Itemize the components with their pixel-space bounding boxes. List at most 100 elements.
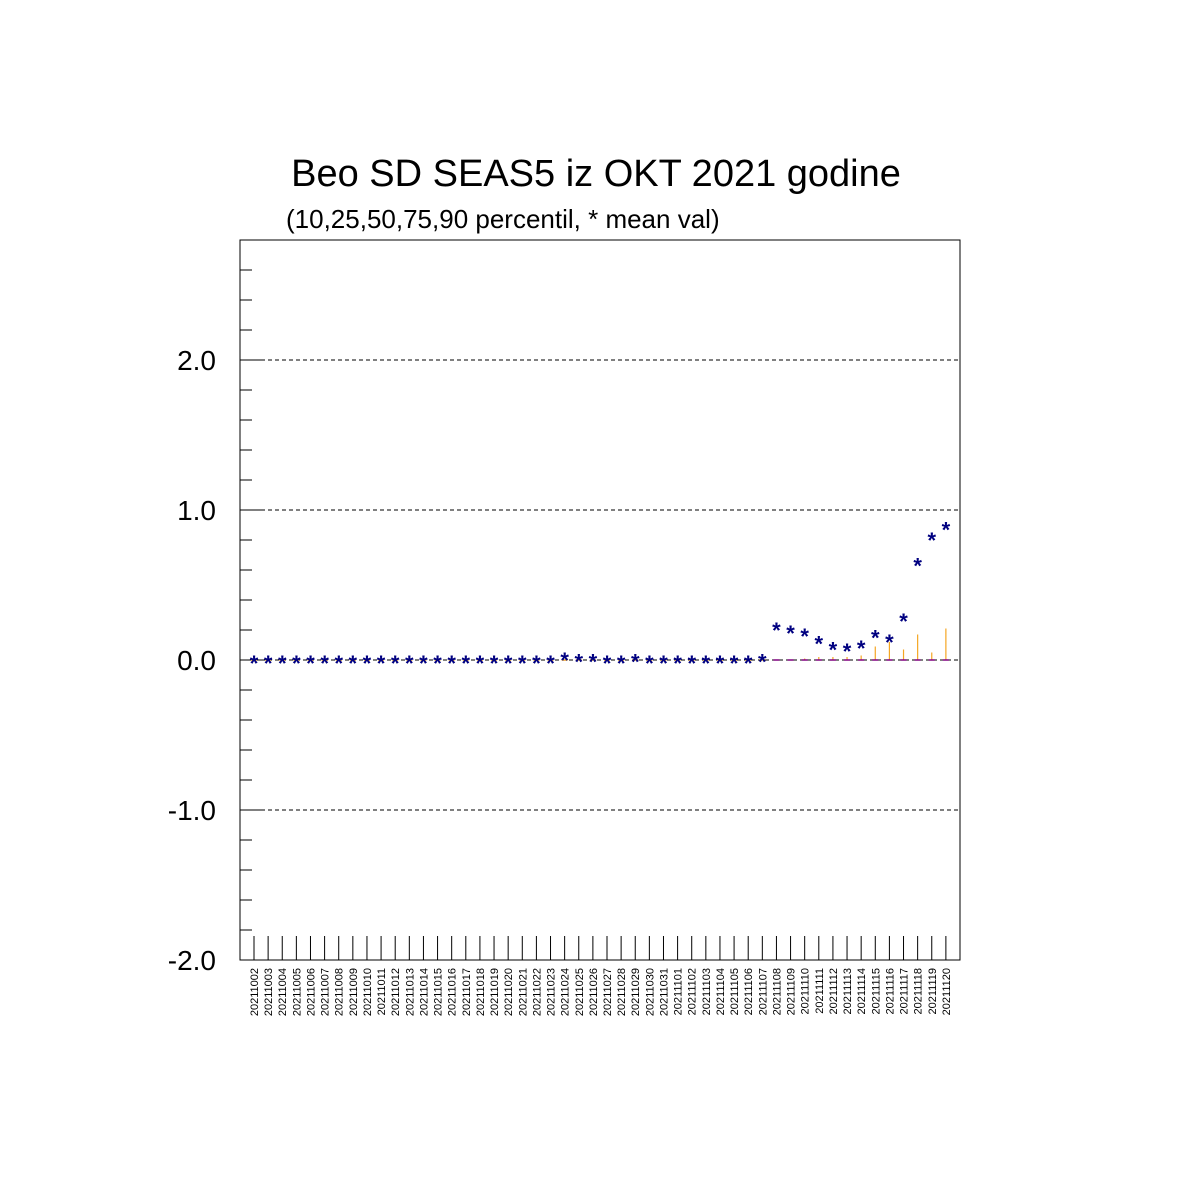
x-tick-label: 20211106 <box>743 968 755 1015</box>
mean-marker: * <box>871 626 880 651</box>
mean-marker: * <box>857 636 866 661</box>
x-tick-label: 20211119 <box>927 968 939 1015</box>
x-tick-label: 20211027 <box>602 968 614 1016</box>
x-tick-label: 20211118 <box>913 968 925 1015</box>
percentile-bars <box>251 628 949 661</box>
mean-marker: * <box>730 651 739 676</box>
x-tick-label: 20211012 <box>390 968 402 1016</box>
x-tick-label: 20211023 <box>546 968 558 1016</box>
mean-marker: * <box>659 651 668 676</box>
x-tick-label: 20211015 <box>433 968 445 1016</box>
mean-marker: * <box>518 651 527 676</box>
x-tick-label: 20211007 <box>320 968 332 1016</box>
x-axis: 20211002 20211003 20211004 20211005 20211006… <box>249 936 953 1016</box>
x-tick-label: 20211029 <box>630 968 642 1016</box>
mean-marker: * <box>645 651 654 676</box>
x-tick-label: 20211028 <box>616 968 628 1016</box>
mean-marker: * <box>306 651 315 676</box>
y-tick-label: -2.0 <box>168 945 216 976</box>
mean-marker: * <box>744 651 753 676</box>
mean-marker: * <box>349 651 358 676</box>
mean-marker: * <box>250 651 259 676</box>
x-tick-label: 20211003 <box>263 968 275 1016</box>
x-tick-label: 20211102 <box>687 968 699 1015</box>
mean-marker: * <box>913 554 922 579</box>
mean-marker: * <box>377 651 386 676</box>
y-axis: 2.0 1.0 0.0 -1.0 -2.0 <box>168 345 264 976</box>
mean-marker: * <box>927 528 936 553</box>
x-tick-label: 20211018 <box>475 968 487 1016</box>
x-tick-label: 20211020 <box>503 968 515 1016</box>
x-tick-label: 20211011 <box>376 968 388 1015</box>
mean-marker: * <box>447 651 456 676</box>
chart-subtitle: (10,25,50,75,90 percentil, * mean val) <box>286 204 720 234</box>
mean-marker: * <box>334 651 343 676</box>
x-tick-label: 20211116 <box>884 968 896 1015</box>
mean-marker: * <box>278 651 287 676</box>
x-tick-label: 20211021 <box>517 968 529 1016</box>
mean-marker: * <box>405 651 414 676</box>
x-tick-label: 20211113 <box>842 968 854 1015</box>
x-tick-label: 20211111 <box>814 968 826 1014</box>
grid-lines <box>240 359 960 811</box>
x-tick-label: 20211112 <box>828 968 840 1015</box>
x-tick-label: 20211026 <box>588 968 600 1016</box>
mean-marker: * <box>560 648 569 673</box>
x-tick-label: 20211107 <box>757 968 769 1015</box>
mean-marker: * <box>476 651 485 676</box>
x-tick-label: 20211017 <box>461 968 473 1016</box>
x-tick-label: 20211110 <box>800 968 812 1015</box>
x-tick-label: 20211108 <box>771 968 783 1015</box>
mean-marker: * <box>631 650 640 675</box>
mean-marker: * <box>504 651 513 676</box>
x-tick-label: 20211115 <box>870 968 882 1015</box>
x-tick-label: 20211101 <box>673 968 685 1015</box>
y-tick-label: 2.0 <box>177 345 216 376</box>
x-tick-label: 20211009 <box>348 968 360 1016</box>
x-tick-label: 20211014 <box>418 968 430 1016</box>
mean-marker: * <box>264 651 273 676</box>
x-tick-label: 20211030 <box>644 968 656 1016</box>
mean-marker: * <box>391 651 400 676</box>
x-tick-label: 20211016 <box>447 968 459 1016</box>
mean-marker: * <box>673 651 682 676</box>
mean-marker: * <box>786 621 795 646</box>
mean-marker: * <box>603 651 612 676</box>
x-tick-label: 20211013 <box>404 968 416 1016</box>
mean-marker: * <box>292 651 301 676</box>
mean-marker: * <box>546 651 555 676</box>
mean-marker: * <box>320 651 329 676</box>
x-tick-label: 20211006 <box>305 968 317 1016</box>
x-tick-label: 20211103 <box>701 968 713 1015</box>
mean-marker: * <box>589 650 598 675</box>
mean-marker: * <box>490 651 499 676</box>
mean-marker: * <box>772 618 781 643</box>
mean-marker: * <box>532 651 541 676</box>
x-tick-label: 20211004 <box>277 968 289 1016</box>
x-tick-label: 20211010 <box>362 968 374 1016</box>
x-tick-label: 20211114 <box>856 968 868 1015</box>
mean-marker: * <box>815 632 824 657</box>
x-tick-label: 20211031 <box>658 968 670 1016</box>
x-tick-label: 20211120 <box>941 968 953 1015</box>
mean-marker: * <box>687 651 696 676</box>
mean-marker: * <box>843 639 852 664</box>
chart-title: Beo SD SEAS5 iz OKT 2021 godine <box>291 153 901 195</box>
x-tick-label: 20211002 <box>249 968 261 1016</box>
mean-marker: * <box>758 650 767 675</box>
x-tick-label: 20211105 <box>729 968 741 1015</box>
plot-frame <box>239 239 961 961</box>
mean-markers: * * * * * * * * * * * * * * * * * * * * * * * * * * * * * * * * * * * * ** * *… <box>250 518 951 677</box>
mean-marker: * <box>829 638 838 663</box>
x-tick-label: 20211008 <box>334 968 346 1016</box>
x-tick-label: 20211005 <box>291 968 303 1016</box>
x-tick-label: 20211025 <box>574 968 586 1016</box>
minor-ticks <box>240 269 252 931</box>
mean-marker: * <box>800 624 809 649</box>
y-tick-label: 1.0 <box>177 495 216 526</box>
mean-marker: * <box>363 651 372 676</box>
x-tick-label: 20211117 <box>899 968 911 1015</box>
x-tick-label: 20211022 <box>531 968 543 1016</box>
mean-marker: * <box>942 518 951 543</box>
